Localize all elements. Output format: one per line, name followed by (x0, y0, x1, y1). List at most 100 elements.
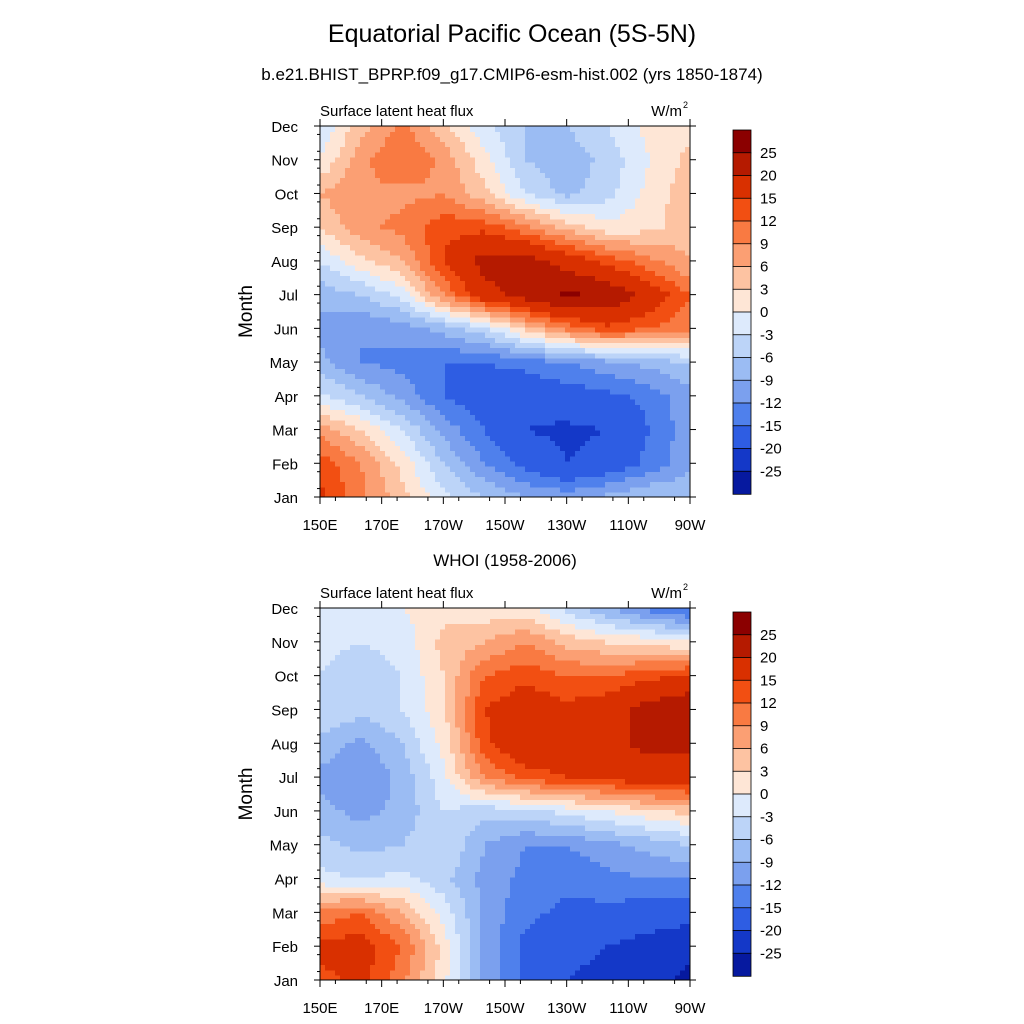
contour-cell (410, 296, 416, 302)
contour-cell (460, 311, 466, 318)
contour-cell (595, 450, 601, 457)
contour-cell (685, 285, 691, 292)
contour-cell (635, 486, 641, 493)
contour-cell (335, 440, 341, 447)
contour-cell (405, 311, 411, 318)
contour-cell (610, 481, 616, 488)
contour-cell (425, 352, 431, 359)
contour-cell (605, 383, 611, 390)
contour-cell (645, 347, 651, 354)
contour-cell (590, 332, 596, 338)
contour-cell (440, 290, 446, 297)
contour-cell (415, 368, 421, 374)
contour-cell (440, 146, 446, 153)
contour-cell (535, 306, 541, 313)
contour-cell (390, 342, 396, 349)
contour-cell (585, 445, 591, 452)
contour-cell (620, 476, 626, 483)
contour-cell (405, 306, 411, 313)
contour-cell (455, 378, 461, 385)
contour-cell (410, 167, 416, 173)
contour-cell (520, 342, 526, 349)
contour-cell (645, 234, 651, 240)
contour-cell (675, 476, 681, 483)
contour-cell (420, 357, 426, 364)
contour-cell (585, 357, 591, 364)
contour-cell (560, 259, 566, 266)
contour-cell (530, 177, 536, 184)
contour-cell (615, 476, 621, 483)
contour-cell (610, 162, 616, 168)
contour-cell (560, 337, 566, 344)
contour-cell (400, 167, 406, 173)
contour-cell (660, 424, 666, 431)
contour-cell (640, 172, 646, 179)
contour-cell (525, 306, 531, 313)
contour-cell (605, 388, 611, 395)
contour-cell (395, 440, 401, 447)
contour-cell (540, 476, 546, 483)
contour-cell (505, 218, 511, 225)
contour-cell (670, 414, 676, 421)
contour-cell (430, 229, 436, 235)
contour-cell (670, 270, 676, 277)
contour-cell (340, 471, 346, 477)
contour-cell (435, 471, 441, 477)
contour-cell (630, 162, 636, 168)
contour-cell (395, 254, 401, 261)
contour-cell (335, 347, 341, 354)
contour-cell (335, 409, 341, 416)
contour-cell (355, 177, 361, 184)
contour-cell (505, 151, 511, 158)
contour-cell (510, 481, 516, 488)
contour-cell (455, 409, 461, 416)
contour-cell (605, 187, 611, 194)
contour-cell (540, 414, 546, 421)
contour-cell (620, 301, 626, 307)
contour-cell (515, 306, 521, 313)
contour-cell (540, 399, 546, 405)
contour-cell (465, 491, 471, 498)
contour-cell (640, 440, 646, 447)
contour-cell (345, 486, 351, 493)
contour-cell (545, 301, 551, 307)
contour-cell (365, 440, 371, 447)
contour-cell (395, 280, 401, 287)
contour-cell (455, 466, 461, 472)
contour-cell (335, 430, 341, 436)
contour-cell (605, 280, 611, 287)
contour-cell (355, 486, 361, 493)
contour-cell (430, 409, 436, 416)
contour-cell (345, 424, 351, 431)
contour-cell (515, 296, 521, 302)
contour-cell (510, 368, 516, 374)
contour-cell (445, 301, 451, 307)
contour-cell (345, 481, 351, 488)
contour-cell (320, 187, 326, 194)
contour-cell (365, 435, 371, 441)
contour-cell (670, 466, 676, 472)
contour-cell (515, 162, 521, 168)
contour-cell (480, 357, 486, 364)
contour-cell (410, 363, 416, 369)
contour-cell (365, 404, 371, 410)
contour-cell (405, 321, 411, 328)
contour-cell (400, 187, 406, 194)
contour-cell (540, 239, 546, 246)
contour-cell (665, 373, 671, 380)
contour-cell (395, 342, 401, 349)
contour-cell (635, 321, 641, 328)
contour-cell (420, 419, 426, 426)
contour-cell (635, 167, 641, 173)
contour-cell (455, 223, 461, 230)
contour-cell (520, 203, 526, 210)
contour-cell (420, 337, 426, 344)
contour-cell (605, 203, 611, 210)
contour-cell (550, 213, 556, 220)
contour-cell (545, 218, 551, 225)
contour-cell (595, 311, 601, 318)
contour-cell (545, 265, 551, 271)
contour-cell (685, 440, 691, 447)
contour-cell (535, 208, 541, 215)
contour-cell (620, 187, 626, 194)
